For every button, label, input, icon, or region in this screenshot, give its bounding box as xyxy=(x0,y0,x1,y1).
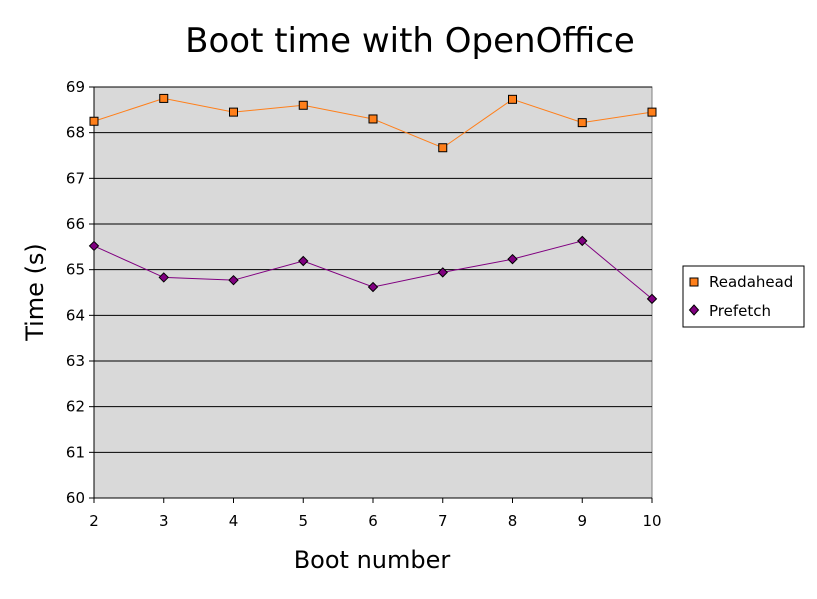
y-tick-label: 64 xyxy=(66,306,85,324)
data-point-readahead xyxy=(89,116,99,126)
y-tick-label: 67 xyxy=(66,169,85,187)
x-tick-label: 7 xyxy=(438,512,448,530)
legend-label-prefetch: Prefetch xyxy=(709,302,771,320)
axes xyxy=(89,86,653,503)
x-tick-label: 5 xyxy=(298,512,308,530)
data-point-prefetch xyxy=(367,281,379,293)
x-tick-label: 6 xyxy=(368,512,378,530)
data-point-readahead xyxy=(438,143,448,153)
x-tick-label: 9 xyxy=(577,512,587,530)
x-tick-label: 10 xyxy=(642,512,661,530)
data-point-readahead xyxy=(577,118,587,128)
y-tick-labels: 60 61 62 63 64 65 66 67 68 69 xyxy=(66,78,85,507)
data-point-readahead xyxy=(298,100,308,110)
series-layer xyxy=(88,93,658,305)
y-tick-label: 61 xyxy=(66,443,85,461)
legend-box xyxy=(682,265,805,328)
y-tick-label: 62 xyxy=(66,398,85,416)
legend-marker-readahead xyxy=(689,277,699,287)
gridlines xyxy=(94,86,652,499)
x-axis-label: Boot number xyxy=(294,546,451,574)
data-point-prefetch xyxy=(298,255,309,267)
y-tick-label: 69 xyxy=(66,78,85,96)
legend-marker-prefetch xyxy=(688,304,700,316)
legend: Readahead Prefetch xyxy=(682,265,805,328)
data-point-prefetch xyxy=(228,274,239,286)
x-tick-label: 4 xyxy=(229,512,239,530)
y-tick-label: 65 xyxy=(66,261,85,279)
data-point-prefetch xyxy=(88,240,100,252)
y-tick-label: 63 xyxy=(66,352,85,370)
data-point-prefetch xyxy=(577,235,588,247)
x-tick-label: 2 xyxy=(89,512,99,530)
data-point-readahead xyxy=(508,94,517,104)
legend-label-readahead: Readahead xyxy=(709,273,793,291)
y-axis-label: Time (s) xyxy=(21,243,49,342)
y-tick-label: 68 xyxy=(66,124,85,142)
chart-title: Boot time with OpenOffice xyxy=(185,21,635,61)
data-point-readahead xyxy=(368,114,378,124)
data-point-readahead xyxy=(159,93,169,103)
data-point-readahead xyxy=(647,107,657,117)
y-tick-label: 66 xyxy=(66,215,85,233)
x-tick-label: 3 xyxy=(159,512,169,530)
x-tick-labels: 2 3 4 5 6 7 8 9 10 xyxy=(89,512,661,530)
y-tick-label: 60 xyxy=(66,489,85,507)
data-point-readahead xyxy=(229,107,238,117)
data-point-prefetch xyxy=(437,267,448,278)
data-point-prefetch xyxy=(646,293,658,305)
data-point-prefetch xyxy=(158,272,169,283)
x-tick-label: 8 xyxy=(508,512,518,530)
plot-area xyxy=(93,86,653,499)
data-point-prefetch xyxy=(507,253,518,265)
